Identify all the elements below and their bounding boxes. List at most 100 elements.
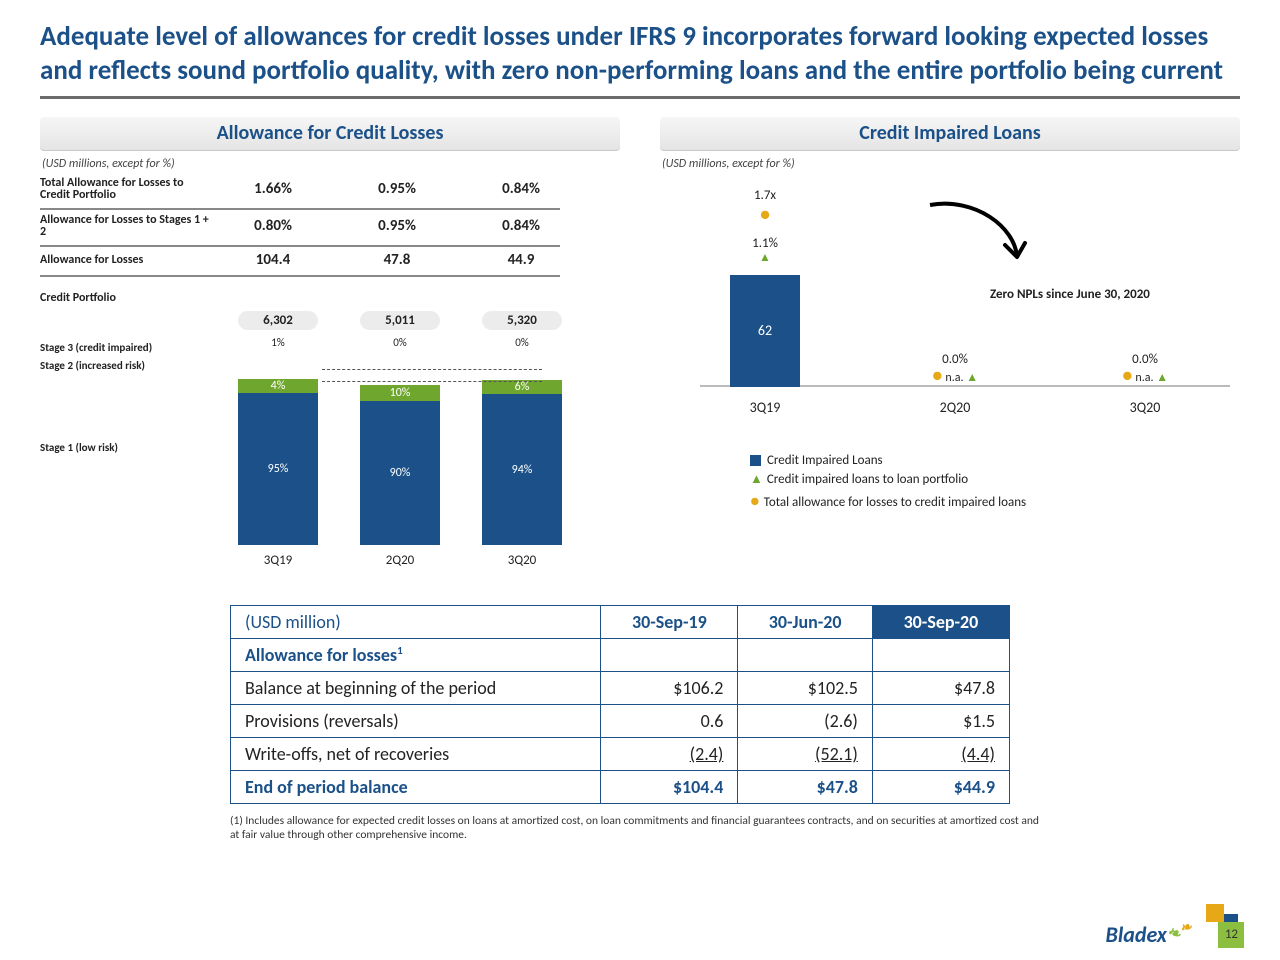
page-number: 12 xyxy=(1225,927,1238,942)
tri-icon: ▲ xyxy=(966,371,978,385)
metric-divider xyxy=(40,245,560,247)
metric-divider xyxy=(40,208,560,210)
impaired-chart: 1.7x ● 1.1% ▲ 623Q19 0.0% ● n.a. ▲ 2Q20 0.… xyxy=(660,177,1240,447)
table-section-row: Allowance for losses1 xyxy=(231,638,1010,671)
legend-c: Total allowance for losses to credit imp… xyxy=(764,495,1026,510)
table-row: Balance at beginning of the period $106.… xyxy=(231,671,1010,704)
stage3-pct: 1% xyxy=(238,336,318,350)
right-panel-header: Credit Impaired Loans xyxy=(660,117,1240,151)
metric-label: Allowance for Losses xyxy=(40,254,210,267)
impaired-bar: 62 xyxy=(730,275,800,387)
dot-icon: ● xyxy=(932,364,943,386)
credit-portfolio-label: Credit Portfolio xyxy=(40,291,620,305)
metric-value: 0.95% xyxy=(362,180,432,198)
metric-value: 0.84% xyxy=(486,217,556,235)
metric-label: Total Allowance for Losses to Credit Por… xyxy=(40,177,210,202)
portfolio-oval: 5,011 xyxy=(360,311,440,330)
stacked-bar: 4% 95% xyxy=(238,379,318,545)
row-val: (2.6) xyxy=(738,704,873,737)
tri-icon: ▲ xyxy=(1156,371,1168,385)
row-label: Balance at beginning of the period xyxy=(231,671,601,704)
end-v2: $44.9 xyxy=(872,770,1009,803)
stage3-pct: 0% xyxy=(360,336,440,350)
table-header-row: (USD million) 30-Sep-19 30-Jun-20 30-Sep… xyxy=(231,605,1010,638)
row-val: (2.4) xyxy=(601,737,738,770)
stacked-bar: 10% 90% xyxy=(360,385,440,545)
metric-row: Total Allowance for Losses to Credit Por… xyxy=(40,177,620,202)
end-label: End of period balance xyxy=(231,770,601,803)
stacked-bar: 6% 94% xyxy=(482,380,562,544)
end-v1: $47.8 xyxy=(738,770,873,803)
tri-value: n.a. xyxy=(945,371,963,385)
brand-logo: Bladex❧❧ xyxy=(1105,921,1192,948)
left-unit: (USD millions, except for %) xyxy=(42,157,620,171)
row-val: $47.8 xyxy=(872,671,1009,704)
table-h3: 30-Sep-20 xyxy=(872,605,1009,638)
row-label: Provisions (reversals) xyxy=(231,704,601,737)
chart-legend: Credit Impaired Loans ▲ Credit impaired l… xyxy=(750,451,1240,514)
stage3-pct: 0% xyxy=(482,336,562,350)
stage3-label: Stage 3 (credit impaired) xyxy=(40,341,152,354)
x-label: 2Q20 xyxy=(360,553,440,568)
title-rule xyxy=(40,96,1240,99)
row-val: (4.4) xyxy=(872,737,1009,770)
metric-label: Allowance for Losses to Stages 1 + 2 xyxy=(40,214,210,239)
metric-value: 0.95% xyxy=(362,217,432,235)
legend-square-icon xyxy=(750,455,761,466)
table-row: Write-offs, net of recoveries (2.4) (52.… xyxy=(231,737,1010,770)
stacked-chart: 6,3025,0115,320 Stage 3 (credit impaired… xyxy=(40,311,620,571)
dot-value: 0.0% xyxy=(910,352,1000,367)
row-val: (52.1) xyxy=(738,737,873,770)
metric-value: 0.80% xyxy=(238,217,308,235)
right-panel: Credit Impaired Loans (USD millions, exc… xyxy=(660,117,1240,571)
impaired-col: 1.7x ● 1.1% ▲ 623Q19 xyxy=(720,275,810,387)
dot-value: 0.0% xyxy=(1100,352,1190,367)
metric-value: 104.4 xyxy=(238,251,308,269)
footnote: (1) Includes allowance for expected cred… xyxy=(230,814,1050,842)
legend-b: Credit impaired loans to loan portfolio xyxy=(767,472,968,487)
row-label: Write-offs, net of recoveries xyxy=(231,737,601,770)
row-val: $102.5 xyxy=(738,671,873,704)
metric-divider xyxy=(40,275,560,277)
legend-a: Credit Impaired Loans xyxy=(767,453,883,468)
stage1-seg: 94% xyxy=(482,394,562,544)
metric-value: 0.84% xyxy=(486,180,556,198)
metric-value: 1.66% xyxy=(238,180,308,198)
arrow-icon xyxy=(925,197,1035,277)
table-end-row: End of period balance $104.4 $47.8 $44.9 xyxy=(231,770,1010,803)
legend-triangle-icon: ▲ xyxy=(750,472,763,487)
stage2-seg: 4% xyxy=(238,379,318,393)
x-label: 3Q20 xyxy=(1100,399,1190,416)
table-row: Provisions (reversals) 0.6 (2.6) $1.5 xyxy=(231,704,1010,737)
footer: Bladex❧❧ xyxy=(1105,904,1244,948)
table-h1: 30-Sep-19 xyxy=(601,605,738,638)
row-val: 0.6 xyxy=(601,704,738,737)
dot-icon: ● xyxy=(1122,364,1133,386)
table-h0: (USD million) xyxy=(231,605,601,638)
left-panel: Allowance for Credit Losses (USD million… xyxy=(40,117,620,571)
stage1-seg: 95% xyxy=(238,393,318,545)
metric-value: 47.8 xyxy=(362,251,432,269)
legend-dot-icon: ● xyxy=(750,492,760,511)
metric-value: 44.9 xyxy=(486,251,556,269)
x-label: 3Q19 xyxy=(238,553,318,568)
stage1-label: Stage 1 (low risk) xyxy=(40,441,118,454)
tri-value: 1.1% xyxy=(720,236,810,251)
tri-value: n.a. xyxy=(1135,371,1153,385)
stage2-seg: 10% xyxy=(360,385,440,401)
table-h2: 30-Jun-20 xyxy=(738,605,873,638)
x-label: 3Q19 xyxy=(720,399,810,416)
callout-text: Zero NPLs since June 30, 2020 xyxy=(990,287,1150,302)
stage1-seg: 90% xyxy=(360,401,440,545)
x-label: 2Q20 xyxy=(910,399,1000,416)
stage2-label: Stage 2 (increased risk) xyxy=(40,359,145,372)
row-val: $106.2 xyxy=(601,671,738,704)
zero-npl-callout: Zero NPLs since June 30, 2020 xyxy=(990,287,1150,302)
allowance-table: (USD million) 30-Sep-19 30-Jun-20 30-Sep… xyxy=(230,605,1010,804)
dot-icon: ● xyxy=(720,209,810,219)
row-val: $1.5 xyxy=(872,704,1009,737)
stage2-seg: 6% xyxy=(482,380,562,394)
x-label: 3Q20 xyxy=(482,553,562,568)
page-title: Adequate level of allowances for credit … xyxy=(40,20,1240,88)
end-v0: $104.4 xyxy=(601,770,738,803)
